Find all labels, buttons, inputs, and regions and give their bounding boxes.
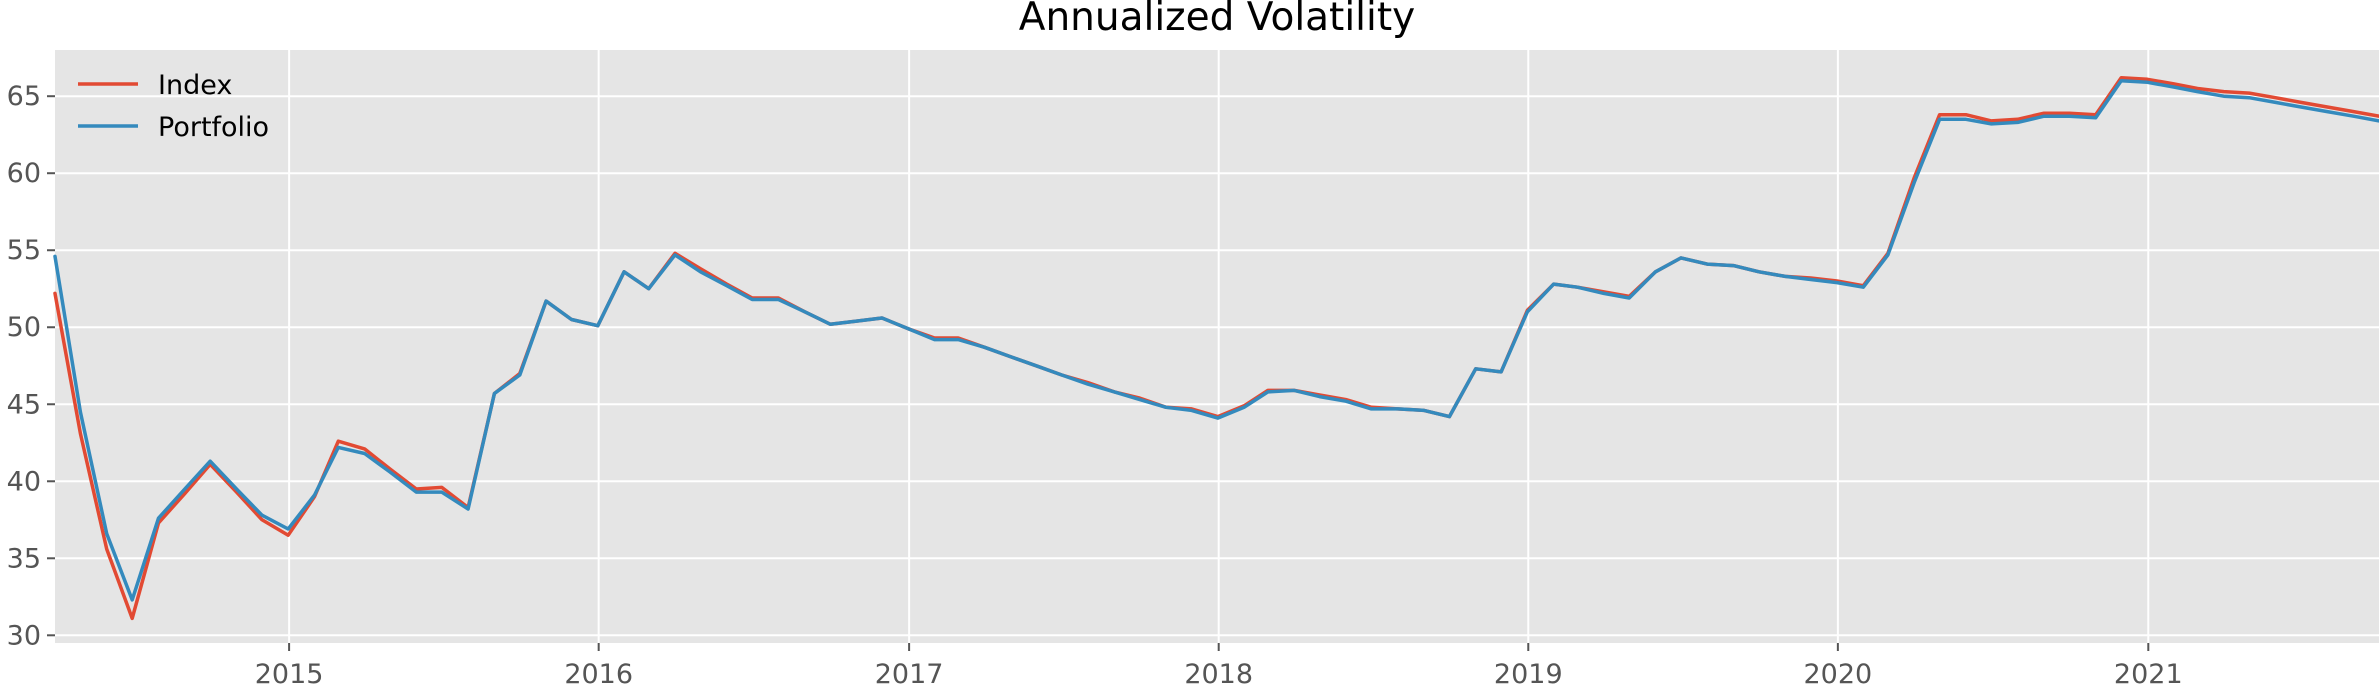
x-tick-label: 2017 [875, 659, 944, 690]
chart-title: Annualized Volatility [1019, 0, 1415, 40]
y-tick-label: 50 [7, 312, 41, 343]
y-tick-label: 65 [7, 81, 41, 112]
x-tick-label: 2021 [2114, 659, 2183, 690]
y-tick-label: 60 [7, 158, 41, 189]
x-tick-label: 2020 [1804, 659, 1873, 690]
y-tick-label: 35 [7, 543, 41, 574]
y-tick-label: 30 [7, 620, 41, 651]
x-tick-label: 2019 [1494, 659, 1563, 690]
x-tick-label: 2016 [564, 659, 633, 690]
y-tick-label: 45 [7, 389, 41, 420]
legend-label-portfolio: Portfolio [158, 112, 269, 143]
plot-area [55, 50, 2379, 643]
legend-label-index: Index [158, 70, 232, 101]
x-tick-label: 2015 [255, 659, 324, 690]
y-tick-label: 40 [7, 466, 41, 497]
series-lines [53, 75, 2379, 621]
legend: Index Portfolio [78, 70, 269, 143]
y-axis-ticks: 30 35 40 45 50 55 60 65 [7, 81, 55, 651]
series-line-portfolio [53, 79, 2379, 602]
x-tick-label: 2018 [1184, 659, 1253, 690]
x-axis-ticks: 2015 2016 2017 2018 2019 2020 2021 [255, 643, 2183, 690]
grid-lines [55, 50, 2379, 643]
y-tick-label: 55 [7, 235, 41, 266]
